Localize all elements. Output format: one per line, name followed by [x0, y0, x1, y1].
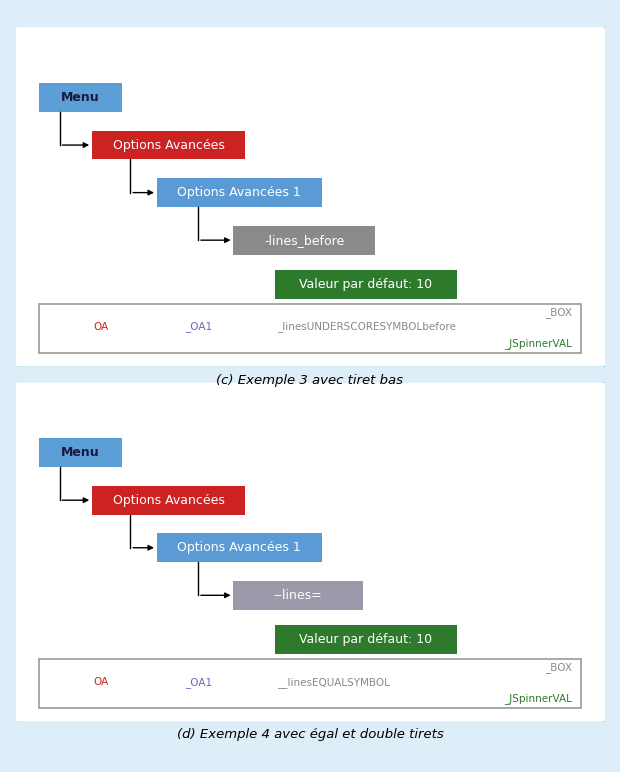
Text: Options Avancées: Options Avancées: [113, 493, 224, 506]
FancyBboxPatch shape: [157, 533, 322, 562]
Text: OA: OA: [93, 677, 108, 687]
Text: Menu: Menu: [61, 91, 100, 104]
FancyBboxPatch shape: [92, 486, 246, 515]
FancyBboxPatch shape: [14, 381, 606, 723]
FancyBboxPatch shape: [157, 178, 322, 207]
Text: Valeur par défaut: 10: Valeur par défaut: 10: [299, 633, 433, 646]
Text: _OA1: _OA1: [185, 322, 213, 333]
FancyBboxPatch shape: [275, 625, 458, 654]
Text: (d) Exemple 4 avec égal et double tirets: (d) Exemple 4 avec égal et double tirets: [177, 728, 443, 741]
Text: Options Avancées 1: Options Avancées 1: [177, 186, 301, 199]
Text: Menu: Menu: [61, 446, 100, 459]
FancyBboxPatch shape: [14, 26, 606, 367]
Text: __linesEQUALSYMBOL: __linesEQUALSYMBOL: [278, 677, 391, 688]
FancyBboxPatch shape: [39, 83, 122, 112]
FancyBboxPatch shape: [233, 225, 374, 255]
Text: _BOX: _BOX: [545, 662, 572, 673]
FancyBboxPatch shape: [39, 659, 581, 708]
Text: --lines=: --lines=: [274, 589, 322, 602]
Text: OA: OA: [93, 322, 108, 332]
Text: _linesUNDERSCORESYMBOLbefore: _linesUNDERSCORESYMBOLbefore: [278, 322, 456, 333]
Text: Options Avancées: Options Avancées: [113, 138, 224, 151]
Text: -lines_before: -lines_before: [264, 234, 344, 247]
Text: (c) Exemple 3 avec tiret bas: (c) Exemple 3 avec tiret bas: [216, 374, 404, 388]
FancyBboxPatch shape: [92, 130, 246, 160]
Text: Options Avancées 1: Options Avancées 1: [177, 541, 301, 554]
FancyBboxPatch shape: [39, 438, 122, 467]
Text: _BOX: _BOX: [545, 307, 572, 318]
Text: _JSpinnerVAL: _JSpinnerVAL: [504, 693, 572, 704]
FancyBboxPatch shape: [39, 304, 581, 353]
FancyBboxPatch shape: [275, 270, 458, 299]
FancyBboxPatch shape: [233, 581, 363, 610]
Text: _JSpinnerVAL: _JSpinnerVAL: [504, 338, 572, 349]
Text: Valeur par défaut: 10: Valeur par défaut: 10: [299, 278, 433, 291]
Text: _OA1: _OA1: [185, 677, 213, 688]
